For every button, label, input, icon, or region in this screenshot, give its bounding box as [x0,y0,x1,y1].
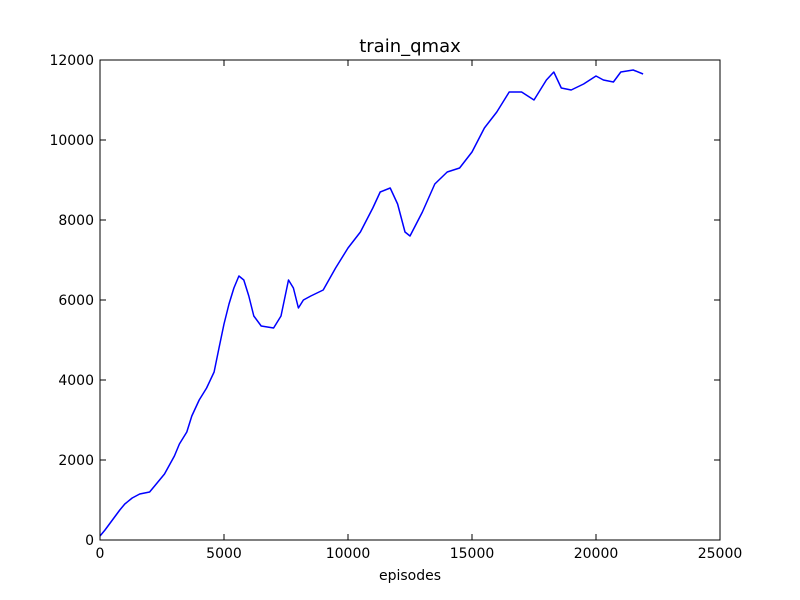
chart-title: train_qmax [359,36,461,57]
data-line [99,69,644,537]
x-tick-label: 20000 [574,546,619,562]
y-tick-label: 10000 [49,133,94,149]
y-axis: 0 2000 4000 6000 8000 10000 12000 [49,53,720,549]
x-tick-label: 15000 [450,546,495,562]
x-tick-label: 10000 [326,546,371,562]
y-tick-label: 12000 [49,53,94,69]
y-tick-label: 2000 [58,453,94,469]
y-tick-label: 6000 [58,293,94,309]
x-tick-label: 25000 [698,546,743,562]
plot-frame [99,59,721,541]
x-axis-label: episodes [379,568,441,584]
x-axis: 0 5000 10000 15000 20000 25000 [96,60,743,562]
y-tick-label: 4000 [58,373,94,389]
plot-area [99,59,721,541]
x-tick-label: 0 [96,546,105,562]
y-tick-label: 0 [85,533,94,549]
x-tick-label: 5000 [206,546,242,562]
y-tick-label: 8000 [58,213,94,229]
